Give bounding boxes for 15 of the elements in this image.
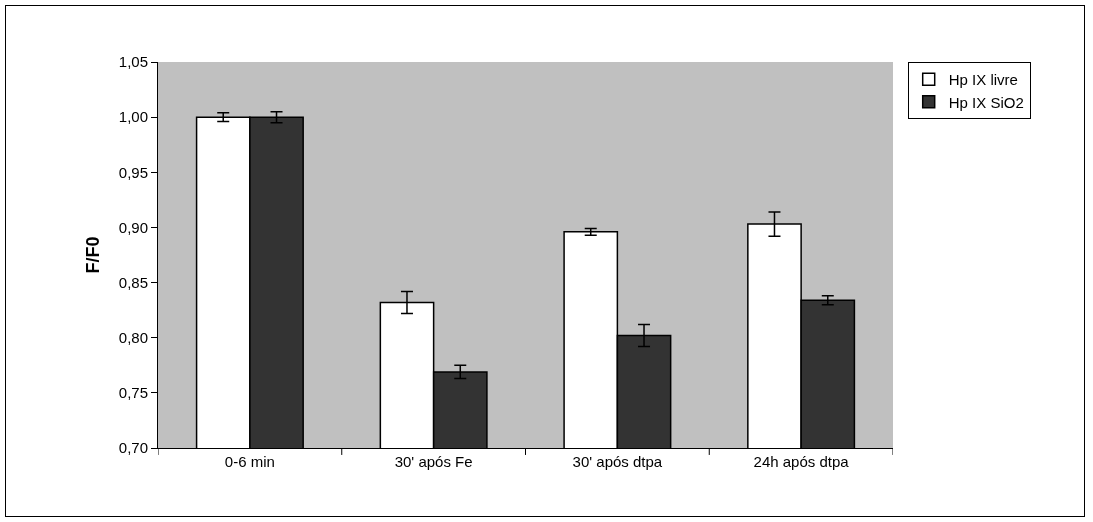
y-tick-label: 0,95 xyxy=(118,163,148,181)
y-tick-label: 0,70 xyxy=(118,439,148,457)
y-tick-label: 0,90 xyxy=(118,218,148,236)
y-tick-label: 1,00 xyxy=(118,108,148,126)
y-tick-label: 0,85 xyxy=(118,273,148,291)
legend-label: Hp IX SiO2 xyxy=(948,93,1024,111)
x-tick-label: 30' após dtpa xyxy=(572,453,663,470)
y-tick-label: 1,05 xyxy=(118,53,148,71)
x-tick-label: 24h após dtpa xyxy=(753,453,850,470)
x-tick-label: 0-6 min xyxy=(224,453,275,470)
legend-label: Hp IX livre xyxy=(948,71,1018,89)
y-tick-label: 0,80 xyxy=(118,328,148,346)
y-axis-title: F/F0 xyxy=(83,236,103,274)
y-tick-label: 0,75 xyxy=(118,384,148,402)
x-tick-label: 30' após Fe xyxy=(394,453,473,470)
